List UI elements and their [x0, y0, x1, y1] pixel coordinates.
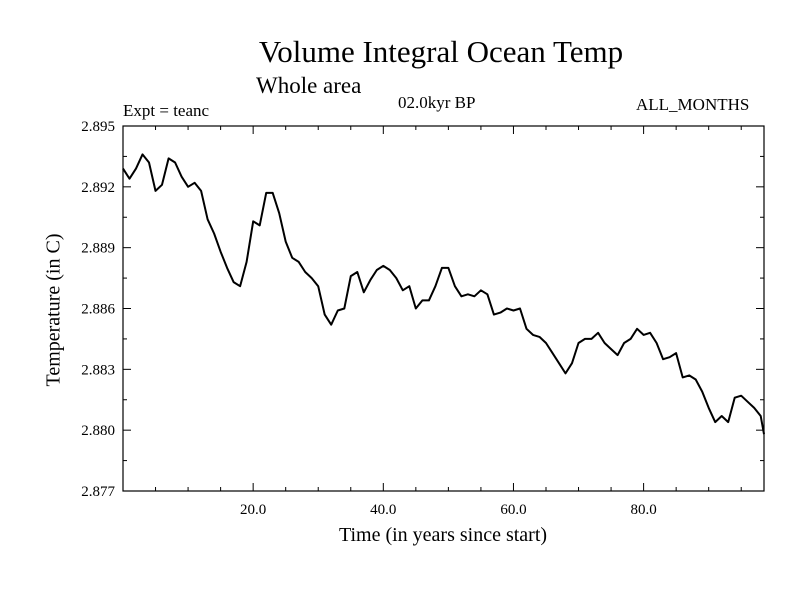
chart-title: Volume Integral Ocean Temp [258, 34, 624, 69]
plot-frame [122, 125, 765, 492]
y-tick-label: 2.889 [81, 241, 115, 257]
x-tick-label: 80.0 [630, 502, 656, 518]
series-line-temperature [122, 153, 765, 435]
y-tick-label: 2.880 [81, 423, 115, 439]
period-label: 02.0kyr BP [398, 93, 476, 112]
y-tick-label: 2.886 [81, 302, 115, 318]
tick-labels: 20.0 40.0 60.0 80.0 2.877 2.880 2.883 2.886 2.88… [81, 119, 656, 518]
y-tick-label: 2.892 [81, 180, 115, 196]
months-label: ALL_MONTHS [636, 95, 750, 114]
axis-ticks [123, 125, 764, 492]
y-tick-label: 2.883 [81, 362, 115, 378]
series-group [122, 153, 765, 435]
y-axis-label: Temperature (in C) [42, 233, 65, 387]
chart-subtitle: Whole area [256, 73, 362, 98]
x-tick-label: 40.0 [370, 502, 396, 518]
y-tick-label: 2.895 [81, 119, 115, 135]
x-axis-label: Time (in years since start) [338, 524, 548, 546]
x-tick-label: 60.0 [500, 502, 526, 518]
x-tick-label: 20.0 [240, 502, 266, 518]
y-tick-label: 2.877 [81, 484, 115, 500]
experiment-label: Expt = teanc [123, 101, 210, 120]
